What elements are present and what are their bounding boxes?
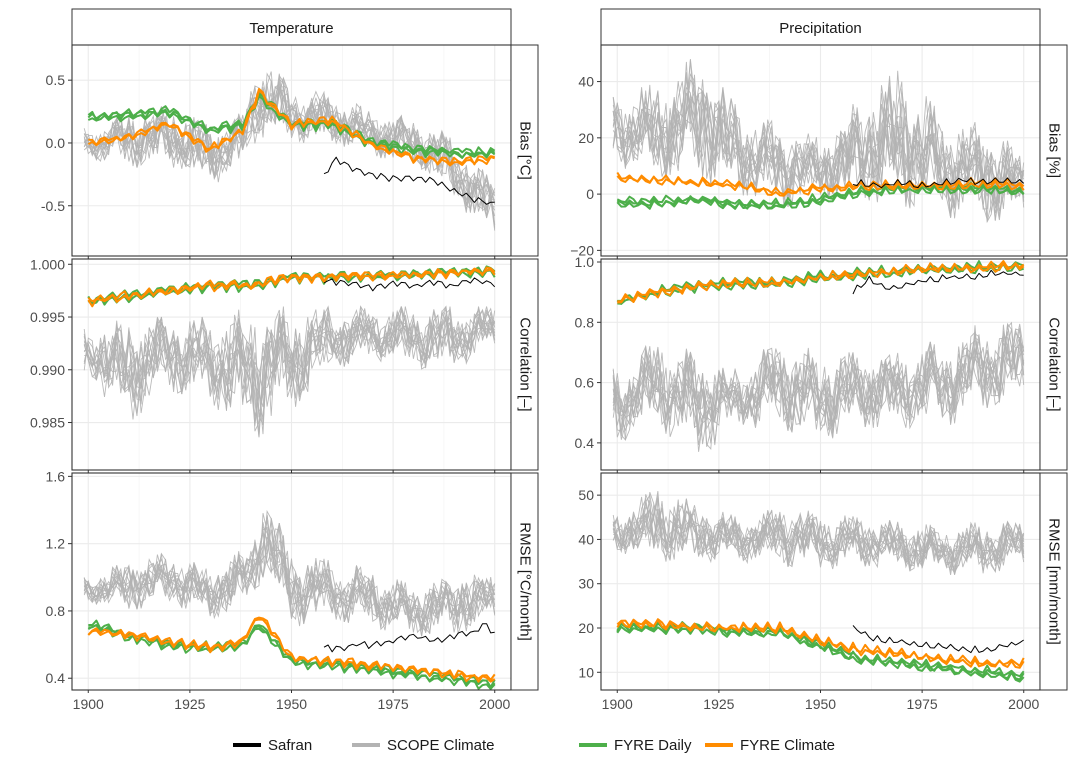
series-line-safran: [852, 269, 1024, 295]
column-title: Precipitation: [779, 20, 862, 37]
legend-label: SCOPE Climate: [387, 737, 495, 754]
x-tick-label: 1975: [907, 696, 938, 712]
x-tick-label: 1925: [174, 696, 205, 712]
row-strip-label: RMSE [°C/month]: [517, 522, 534, 641]
row-strip: [1039, 258, 1068, 471]
series-line-scope-climate: [83, 82, 496, 229]
series-line-fyre-climate: [87, 89, 495, 167]
y-tick-label: 40: [578, 74, 594, 90]
x-tick-label: 1925: [703, 696, 734, 712]
y-tick-label: 1.6: [46, 468, 66, 484]
row-strip-label: Correlation [–]: [1046, 317, 1063, 411]
series-line-safran: [323, 277, 496, 292]
x-tick-label: 2000: [479, 696, 510, 712]
series-line-scope-climate: [612, 332, 1025, 438]
row-strip-label: Bias [%]: [1046, 123, 1063, 178]
x-tick-label: 1950: [805, 696, 836, 712]
series-line-scope-climate: [612, 341, 1025, 447]
series-line-fyre-climate: [87, 266, 496, 303]
y-tick-label: 20: [578, 130, 594, 146]
y-tick-label: 0.0: [46, 135, 66, 151]
series-line-scope-climate: [83, 532, 496, 637]
y-tick-label: 1.000: [30, 256, 65, 272]
series-line-safran: [323, 623, 495, 653]
series-line-scope-climate: [84, 520, 496, 631]
series-line-fyre-climate: [88, 87, 495, 166]
series-line-scope-climate: [612, 330, 1025, 451]
y-tick-label: 0.995: [30, 309, 65, 325]
y-tick-label: 0: [586, 186, 594, 202]
x-tick-label: 2000: [1008, 696, 1039, 712]
x-tick-label: 1900: [602, 696, 633, 712]
row-strip: [510, 258, 539, 471]
legend-label: FYRE Climate: [740, 737, 835, 754]
series-line-scope-climate: [612, 61, 1024, 207]
row-strip-label: Bias [°C]: [517, 121, 534, 180]
series-line-scope-climate: [83, 536, 496, 626]
series-line-scope-climate: [612, 70, 1025, 221]
x-tick-label: 1975: [378, 696, 409, 712]
row-strip-label: RMSE [mm/month]: [1046, 518, 1063, 645]
series-line-fyre-climate: [87, 616, 496, 681]
column-strip-0: [71, 8, 512, 46]
series-line-scope-climate: [612, 72, 1025, 213]
y-tick-label: 40: [578, 531, 594, 547]
series-line-scope-climate: [612, 497, 1025, 575]
y-tick-label: 20: [578, 620, 594, 636]
series-line-safran: [852, 177, 1025, 189]
series-line-safran: [323, 156, 495, 205]
x-tick-label: 1950: [276, 696, 307, 712]
legend-label: FYRE Daily: [614, 737, 692, 754]
column-title: Temperature: [249, 20, 333, 37]
y-tick-label: 50: [578, 487, 594, 503]
y-tick-label: 0.985: [30, 415, 65, 431]
row-strip: [510, 44, 539, 257]
y-tick-label: 30: [578, 576, 594, 592]
series-line-scope-climate: [83, 309, 496, 432]
y-tick-label: 0.6: [575, 375, 595, 391]
y-tick-label: 10: [578, 664, 594, 680]
y-tick-label: 1.0: [575, 254, 595, 270]
row-strip: [510, 472, 539, 691]
y-tick-label: 0.8: [46, 603, 66, 619]
series-line-scope-climate: [83, 306, 496, 438]
series-line-scope-climate: [612, 86, 1025, 218]
series-line-scope-climate: [612, 496, 1025, 573]
series-line-fyre-climate: [616, 618, 1025, 667]
series-line-scope-climate: [83, 80, 496, 226]
series-line-safran: [852, 625, 1024, 654]
y-tick-label: -0.5: [41, 198, 65, 214]
y-tick-label: 0.5: [46, 72, 66, 88]
series-line-scope-climate: [612, 498, 1025, 573]
series-line-scope-climate: [83, 308, 496, 426]
series-line-fyre-climate: [616, 171, 1025, 196]
series-line-fyre-climate: [617, 260, 1025, 303]
series-line-scope-climate: [83, 522, 495, 634]
legend-label: Safran: [268, 737, 312, 754]
row-strip-label: Correlation [–]: [517, 317, 534, 411]
y-tick-label: 0.8: [575, 314, 595, 330]
y-tick-label: −20: [570, 242, 594, 258]
y-tick-label: 0.4: [46, 670, 66, 686]
row-strip: [1039, 472, 1068, 691]
row-strip: [1039, 44, 1068, 257]
y-tick-label: 1.2: [46, 536, 66, 552]
y-tick-label: 0.4: [575, 435, 595, 451]
series-line-scope-climate: [612, 87, 1025, 221]
y-tick-label: 0.990: [30, 362, 65, 378]
series-line-scope-climate: [84, 306, 496, 425]
x-tick-label: 1900: [73, 696, 104, 712]
series-line-fyre-daily: [616, 182, 1025, 210]
column-strip-1: [600, 8, 1041, 46]
